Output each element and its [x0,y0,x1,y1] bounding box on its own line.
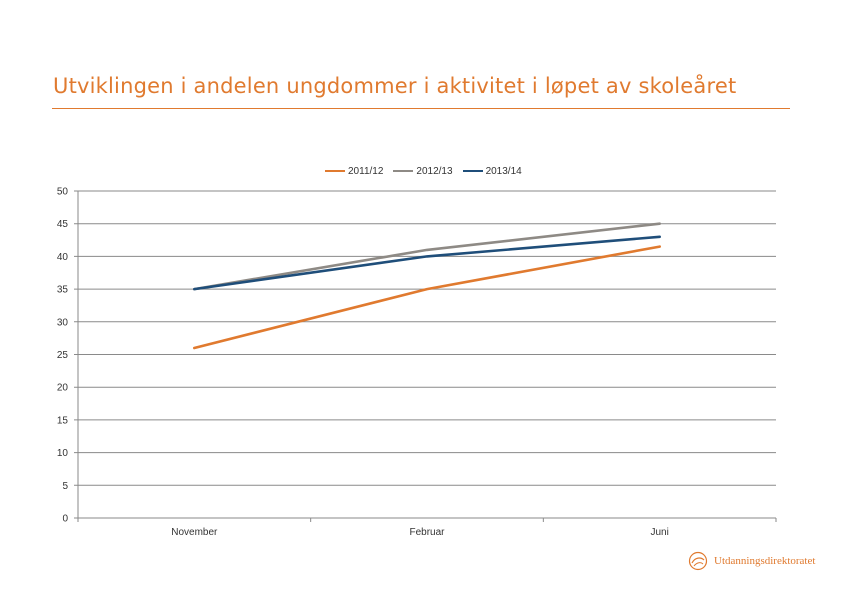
y-tick-label: 30 [57,317,69,328]
legend-swatch [325,170,345,172]
legend-swatch [462,170,483,172]
series-line-2012-13 [193,222,662,291]
y-tick-label: 35 [57,285,69,296]
legend-label: 2012/13 [416,165,453,177]
y-tick-label: 40 [57,252,69,263]
x-tick-label: November [171,527,218,538]
legend-swatch [393,170,414,172]
series-line-2013-14 [193,235,662,291]
y-tick-label: 0 [62,514,68,525]
legend-label: 2011/12 [348,165,384,177]
page-title: Utviklingen i andelen ungdommer i aktivi… [53,74,737,98]
y-tick-label: 45 [57,219,69,230]
y-tick-label: 10 [57,448,69,459]
legend-item-2013-14: 2013/14 [462,165,522,177]
y-tick-label: 5 [62,481,68,492]
y-tick-label: 15 [57,415,69,426]
footer-logo-text: Utdanningsdirektoratet [714,555,816,567]
udir-logo-icon [688,551,708,571]
x-tick-label: Juni [650,527,668,538]
x-tick-label: Februar [409,527,445,538]
footer-logo: Utdanningsdirektoratet [688,551,815,571]
chart-legend: 2011/12 2012/13 2013/14 [325,165,532,177]
legend-item-2011-12: 2011/12 [325,166,383,177]
y-tick-label: 20 [57,383,69,394]
legend-label: 2013/14 [485,165,522,177]
series-line-2011-12 [193,245,662,350]
title-divider [52,108,790,109]
y-tick-label: 25 [57,350,69,361]
y-tick-label: 50 [57,187,69,198]
legend-item-2012-13: 2012/13 [393,165,453,177]
